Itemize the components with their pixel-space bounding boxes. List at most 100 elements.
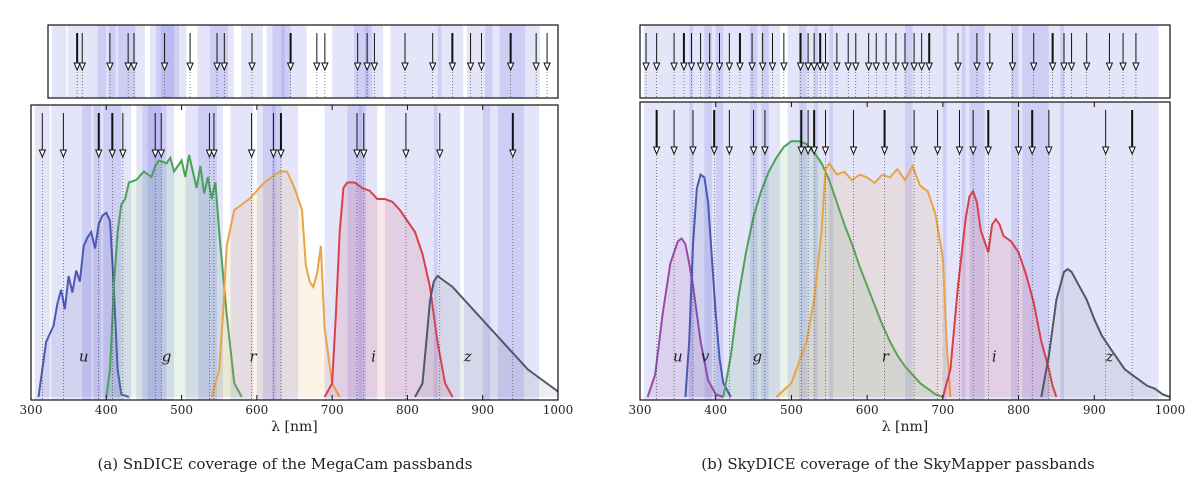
strip-led-band [814,25,834,98]
strip-led-band [281,25,307,98]
strip-led-arrow-head [448,62,457,72]
strip-led-band [905,25,928,98]
passband-fill-r [776,163,951,397]
led-band [51,105,69,400]
strip-led-arrow-head [313,62,321,72]
led-band [867,102,890,400]
strip-led-band [643,25,659,98]
strip-led-arrow-head [477,62,486,72]
strip-led-arrow-head [925,62,933,72]
strip-led-arrow-head [780,62,788,72]
strip-led-arrow-head [532,62,540,72]
strip-led-band [160,25,180,98]
led-arrow-head [151,149,159,159]
plot-area [643,102,1170,400]
led-band [643,102,659,400]
led-band [927,102,947,400]
led-arrow-head [277,149,285,159]
main-plot-a: u g r i z 300 400 500 600 700 800 900 1000 λ [nm] [20,104,573,435]
strip-led-band [126,25,145,98]
led-band [689,102,712,400]
strip-led-arrow-head [901,62,909,72]
strip-led-band [761,25,781,98]
led-arrow-head [955,146,964,156]
strip-led-arrow-head [466,62,475,72]
strip-led-arrow-head [804,62,812,72]
band-label-r: r [250,348,258,366]
strip-led-band [658,25,678,98]
strip-led-band [209,25,228,98]
passband-fill-u [38,212,129,397]
strip-led-arrow-head [353,62,362,72]
led-arrow-head [108,149,117,159]
panel-a: u g r i z 300 400 500 600 700 800 900 1000 λ [nm] (a) … [20,24,573,473]
passband-curve-r [210,170,341,398]
x-tick-label: 700 [931,403,954,417]
strip-led-arrow-head [816,62,824,72]
led-band [1101,102,1125,400]
strip-led-arrow-head [687,62,696,72]
led-arrow-head [670,146,678,156]
x-tick-label: 500 [780,403,803,417]
strip-led-band [150,25,169,98]
strip-led-band [1101,25,1125,98]
strip-led-arrow-head [810,62,818,72]
strip-led-arrow-head [124,62,132,72]
passband-fill-r [211,171,340,397]
strip-led-arrow-head [768,62,777,72]
strip-led-arrow-head [758,62,767,72]
band-label-g: g [753,347,763,365]
led-band [343,105,363,400]
led-band [463,105,491,400]
led-band [829,102,849,400]
passband-curve-g [722,140,944,398]
plot-area [34,105,558,400]
led-arrow-head [984,146,993,156]
led-arrow-head [38,149,47,159]
led-band [799,102,818,400]
strip-led-band [466,25,493,98]
band-label-g: g [162,348,172,366]
strip-led-arrow-head [748,62,756,72]
x-tick-label: 1000 [1155,403,1186,417]
x-tick-label: 800 [1007,403,1030,417]
band-label-v: v [701,347,710,365]
strip-led-band [867,25,890,98]
strip-led-arrow-head [670,62,678,72]
strip-led-arrow-head [705,62,714,72]
led-band [271,105,299,400]
strip-led-band [332,25,351,98]
led-band [905,102,928,400]
strip-led-band [499,25,526,98]
strip-frame [639,24,1171,99]
led-arrow-head [749,146,758,156]
strip-led-arrow-head [286,62,295,72]
x-tick-label: 600 [245,403,268,417]
strip-led-band [848,25,868,98]
strip-led-arrow-head [986,62,994,72]
strip-led-arrow-head [882,62,890,72]
led-band [749,102,769,400]
x-tick-label: 900 [1083,403,1106,417]
led-band [1011,102,1042,400]
strip-led-arrow-head [1048,62,1057,72]
passband-curve-r [775,161,952,398]
strip-led-band [437,25,464,98]
strip-led-arrow-head [821,62,830,72]
strip-led-arrow-head [973,62,981,72]
passband-fill-u [647,238,724,397]
strip-led-arrow-head [725,62,734,72]
strip-led-arrow-head [1067,62,1076,72]
led-band [136,105,156,400]
strip-led-arrow-head [1029,62,1038,72]
led-band [1060,102,1080,400]
strip-led-band [749,25,769,98]
strip-led-arrow-head [833,62,841,72]
strip-led-arrow-head [917,62,926,72]
led-band [704,102,724,400]
panel-b: u v g r i z 300 400 500 600 700 800 900 1000 λ [nm] (b)… [629,24,1186,473]
strip-led-band [108,25,127,98]
led-band [82,105,102,400]
led-band [715,102,739,400]
strip-led-arrow-head [370,62,379,72]
